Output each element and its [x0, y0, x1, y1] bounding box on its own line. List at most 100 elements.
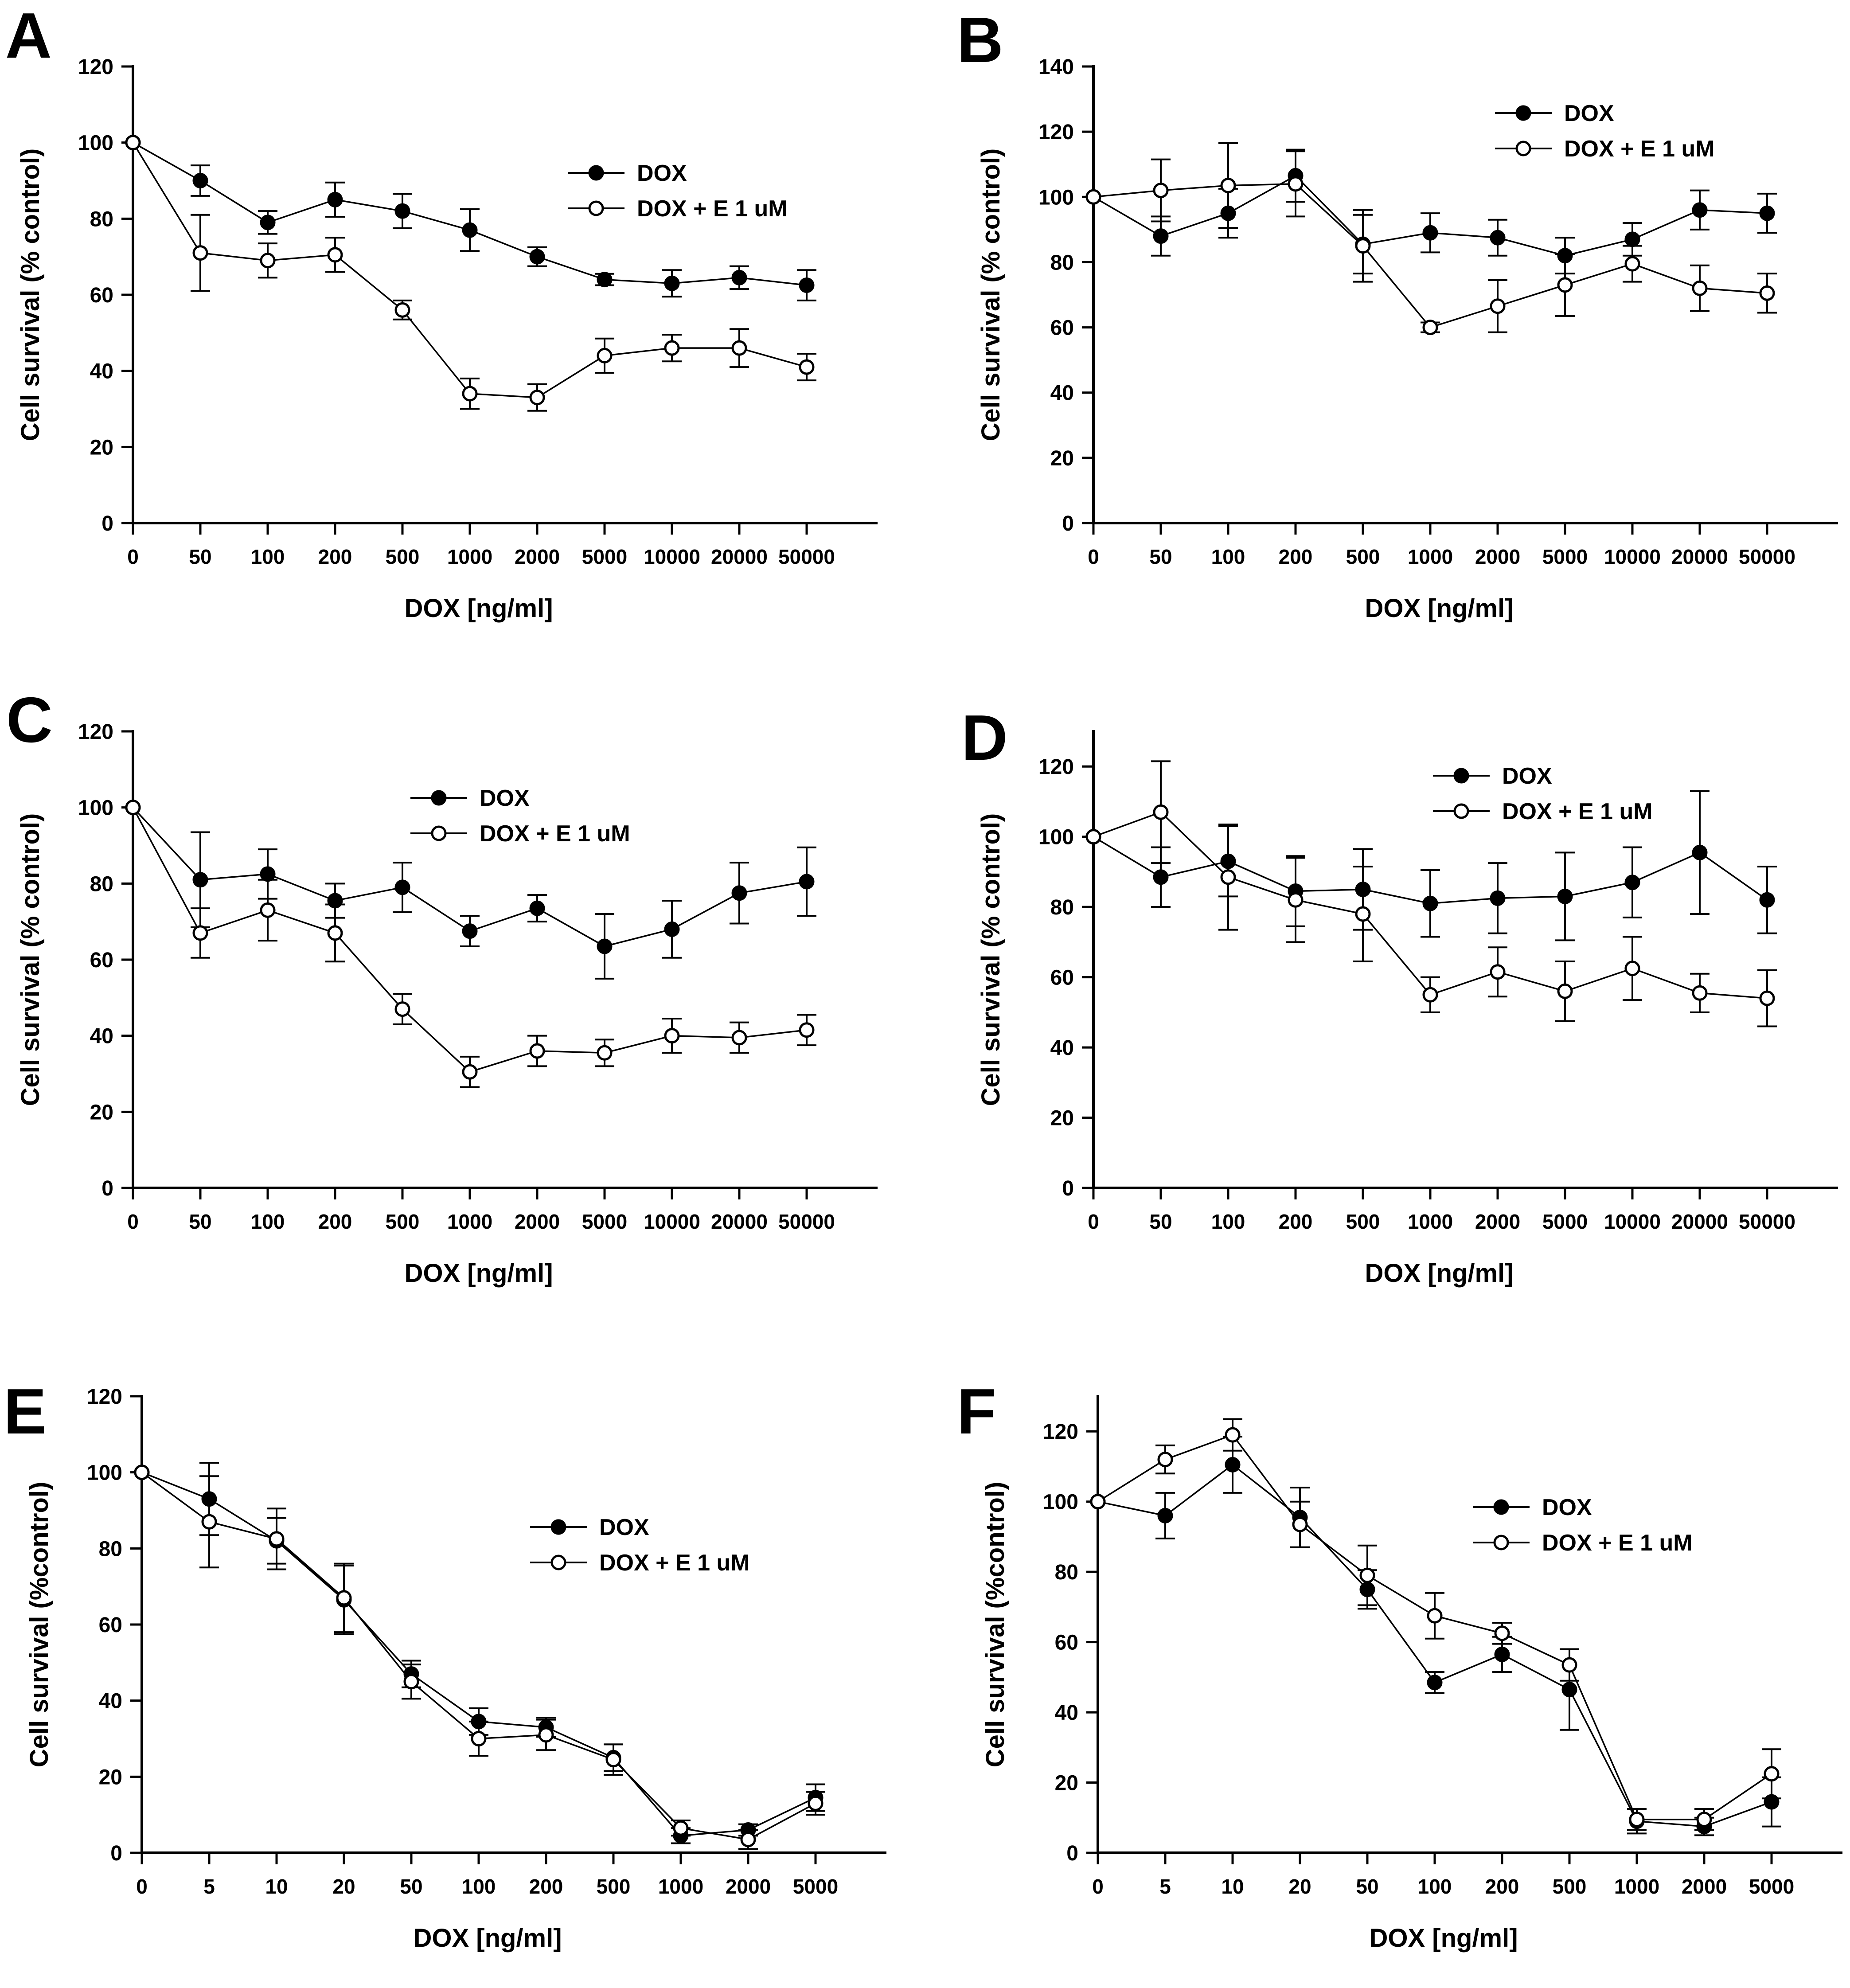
open-circle-marker [664, 1028, 680, 1044]
filled-circle-marker [1225, 1457, 1241, 1472]
x-tick-label: 2000 [515, 1210, 560, 1233]
y-tick-label: 20 [90, 436, 113, 459]
open-circle-marker [462, 1064, 478, 1080]
legend-open-circle-icon [1515, 141, 1531, 156]
legend-open-circle-icon [431, 825, 447, 841]
open-circle-marker [1355, 906, 1371, 922]
legend: DOX DOX + E 1 uM [410, 785, 630, 847]
y-tick-label: 40 [90, 1025, 113, 1048]
x-tick-label: 20000 [711, 545, 768, 568]
open-circle-marker [394, 302, 410, 318]
y-tick-label: 80 [90, 207, 113, 231]
legend-open-circle-icon [1493, 1535, 1509, 1551]
x-tick-label: 20 [1288, 1875, 1311, 1898]
open-circle-marker [673, 1820, 689, 1836]
x-axis-ticks: 0 5 10 20 50 100 200 500 1000 2000 5000 [1092, 1853, 1794, 1898]
series-dox-e-line [132, 142, 807, 398]
x-axis-ticks: 0 5 10 20 50 100 200 500 1000 2000 5000 [136, 1853, 838, 1898]
filled-circle-marker [462, 923, 478, 939]
x-tick-label: 2000 [515, 545, 560, 568]
open-circle-marker [1490, 298, 1506, 314]
y-axis-ticks: 0 20 40 60 80 100 120 [78, 720, 133, 1200]
x-tick-label: 5000 [1542, 1210, 1588, 1233]
y-tick-label: 20 [1050, 1107, 1074, 1130]
x-tick-label: 100 [251, 545, 285, 568]
y-tick-label: 120 [78, 720, 113, 744]
filled-circle-marker [1561, 1682, 1577, 1698]
x-tick-label: 500 [386, 545, 420, 568]
x-tick-label: 50 [1356, 1875, 1378, 1898]
series-dox-error-bars [1155, 1436, 1781, 1836]
x-tick-label: 200 [529, 1875, 563, 1898]
open-circle-marker [125, 135, 141, 151]
x-tick-label: 10000 [644, 545, 700, 568]
legend-filled-circle-icon [1515, 105, 1531, 121]
x-axis-title: DOX [ng/ml] [1365, 594, 1513, 623]
x-tick-label: 50 [400, 1875, 422, 1898]
axes [1097, 1395, 1842, 1854]
filled-circle-marker [1557, 888, 1573, 904]
x-axis-ticks: 0 50 100 200 500 1000 2000 5000 10000 20000 50000 [127, 523, 835, 568]
x-tick-label: 500 [386, 1210, 420, 1233]
x-tick-label: 20 [332, 1875, 355, 1898]
series-dox-e-markers [134, 1465, 824, 1847]
open-circle-marker [1629, 1812, 1645, 1828]
open-circle-marker [1220, 869, 1236, 885]
legend-open-circle-icon [588, 200, 604, 216]
open-circle-marker [336, 1590, 352, 1606]
legend-label: DOX [1502, 763, 1552, 789]
filled-circle-marker [1692, 202, 1708, 218]
filled-circle-marker [1157, 1508, 1173, 1523]
legend-label: DOX + E 1 uM [637, 196, 788, 222]
series-dox [1085, 790, 1777, 941]
x-tick-label: 5000 [582, 545, 627, 568]
x-tick-label: 50000 [1739, 1210, 1795, 1233]
chart-b: 0 20 40 60 80 100 120 140 0 50 100 200 500 1000 2000 50… [976, 55, 1838, 623]
axes [132, 65, 878, 524]
legend-label: DOX [1542, 1495, 1592, 1520]
y-axis-title: Cell survival (%control) [981, 1482, 1010, 1768]
series-dox-markers [1085, 168, 1775, 264]
open-circle-marker [134, 1465, 150, 1480]
y-axis-ticks: 0 20 40 60 80 100 120 [78, 55, 133, 535]
series-dox-line [141, 1472, 816, 1837]
filled-circle-marker [1624, 231, 1640, 247]
open-circle-marker [327, 925, 343, 941]
x-tick-label: 0 [1092, 1875, 1104, 1898]
legend-label: DOX + E 1 uM [1564, 136, 1715, 162]
x-tick-label: 50 [1149, 1210, 1172, 1233]
open-circle-marker [731, 340, 747, 356]
y-axis-title: Cell survival (% control) [976, 813, 1005, 1106]
x-axis-title: DOX [ng/ml] [404, 594, 553, 623]
filled-circle-marker [462, 222, 478, 238]
filled-circle-marker [597, 938, 613, 954]
filled-circle-marker [529, 900, 545, 916]
axis-titles: DOX [ng/ml] Cell survival (% control) [16, 813, 553, 1288]
x-tick-label: 100 [462, 1875, 496, 1898]
open-circle-marker [260, 902, 276, 918]
open-circle-marker [403, 1674, 419, 1690]
panel-f: F 0 20 40 60 80 100 120 0 5 10 20 50 100 200 500 1000 20… [925, 1330, 1850, 1988]
open-circle-marker [1153, 183, 1169, 199]
legend-label: DOX [480, 785, 530, 811]
y-tick-label: 60 [1050, 316, 1074, 340]
x-tick-label: 2000 [1475, 545, 1520, 568]
open-circle-marker [597, 1045, 613, 1061]
series-dox-e-markers [1085, 176, 1775, 336]
filled-circle-marker [1692, 844, 1708, 860]
series-dox-markers [1090, 1457, 1780, 1835]
series-dox-error-bars [191, 164, 816, 301]
x-tick-label: 1000 [658, 1875, 703, 1898]
x-tick-label: 5000 [793, 1875, 838, 1898]
series-dox-e-line [141, 1472, 816, 1840]
filled-circle-marker [192, 872, 208, 888]
series-dox-e [1085, 142, 1777, 336]
legend: DOX DOX + E 1 uM [1473, 1495, 1693, 1556]
series-dox [1090, 1436, 1781, 1836]
axes [1092, 730, 1838, 1189]
open-circle-marker [740, 1832, 756, 1847]
open-circle-marker [1157, 1452, 1173, 1468]
x-tick-label: 200 [1279, 1210, 1313, 1233]
x-tick-label: 200 [1279, 545, 1313, 568]
open-circle-marker [260, 253, 276, 269]
